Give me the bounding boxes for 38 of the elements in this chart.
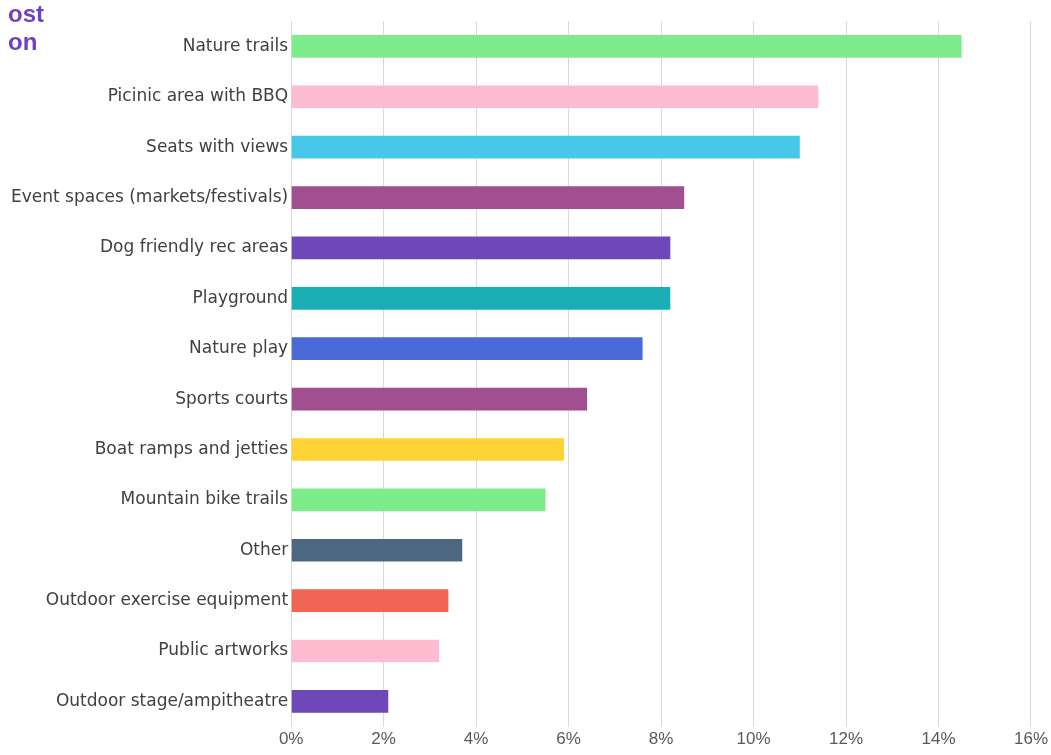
y-tick-label: Nature play — [189, 337, 289, 358]
bar — [291, 589, 449, 612]
y-tick-label: Picinic area with BBQ — [107, 85, 289, 106]
x-tick-label: 8% — [648, 729, 674, 749]
bar — [291, 186, 685, 209]
y-tick-label: Seats with views — [146, 135, 289, 156]
bar — [291, 135, 800, 159]
bar — [291, 236, 671, 260]
x-tick-label: 4% — [463, 729, 489, 749]
x-tick-label: 0% — [278, 729, 304, 749]
y-tick-label: Playground — [192, 286, 289, 307]
bar — [291, 337, 643, 361]
x-tick-label: 10% — [736, 729, 771, 749]
x-tick-label: 12% — [829, 729, 864, 749]
text: ost on — [8, 0, 44, 56]
y-tick-label: Outdoor stage/ampitheatre — [55, 689, 289, 710]
y-tick-label: Dog friendly rec areas — [99, 236, 289, 257]
x-tick-label: 16% — [1013, 729, 1048, 749]
bar — [291, 639, 440, 663]
bar — [291, 488, 546, 512]
y-tick-label: Event spaces (markets/festivals) — [10, 185, 289, 206]
y-tick-label: Mountain bike trails — [120, 488, 289, 509]
y-tick-label: Public artworks — [158, 639, 289, 660]
y-tick-label: Sports courts — [175, 387, 289, 408]
bar — [291, 286, 671, 310]
bar — [291, 387, 588, 411]
bar — [291, 438, 564, 461]
bar — [291, 538, 463, 562]
y-tick-label: Nature trails — [182, 34, 289, 55]
bar — [291, 690, 389, 713]
y-tick-label: Other — [239, 538, 289, 559]
bar — [291, 85, 819, 109]
x-tick-label: 14% — [921, 729, 956, 749]
x-tick-label: 2% — [371, 729, 396, 749]
y-tick-label: Boat ramps and jetties — [94, 437, 289, 458]
y-tick-label: Outdoor exercise equipment — [45, 589, 289, 610]
bar — [291, 35, 962, 58]
x-tick-label: 6% — [556, 729, 581, 749]
